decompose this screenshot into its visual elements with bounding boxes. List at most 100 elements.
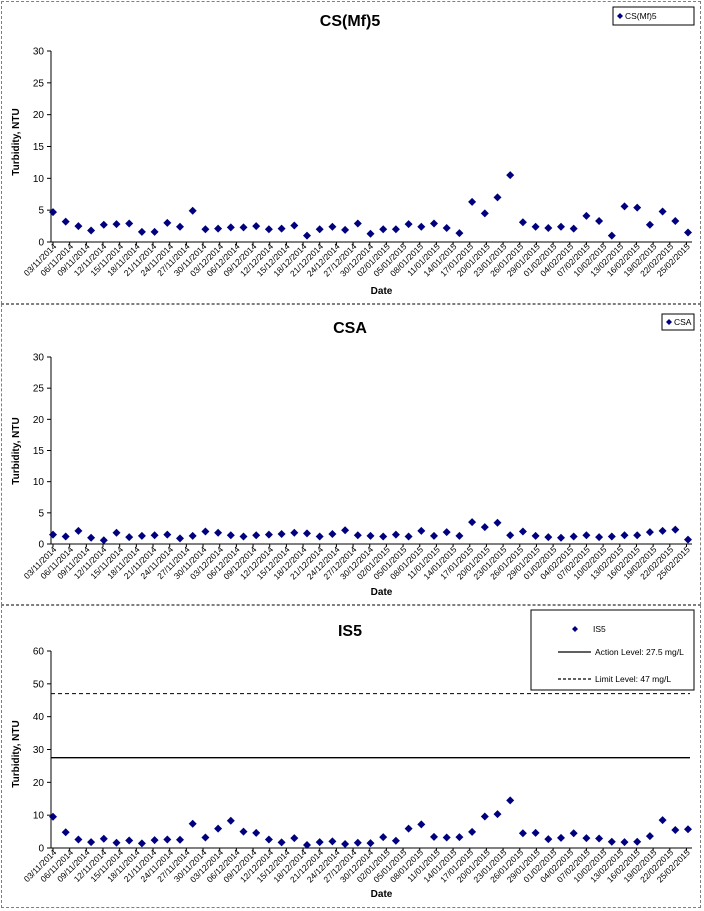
data-point bbox=[239, 532, 248, 541]
data-point bbox=[87, 838, 96, 847]
legend-label: Limit Level: 47 mg/L bbox=[595, 674, 671, 684]
chart-panel-csa: CSA 0 5 10 15 20 25 30 Turbidity, NTU 03/11/2014 0… bbox=[1, 304, 701, 605]
data-point bbox=[633, 837, 642, 846]
y-tick-label: 25 bbox=[33, 78, 45, 89]
data-point bbox=[137, 531, 146, 540]
data-point bbox=[480, 209, 489, 218]
data-point bbox=[315, 838, 324, 847]
y-tick-label: 40 bbox=[33, 712, 45, 723]
data-point bbox=[290, 221, 299, 230]
data-point bbox=[544, 533, 553, 542]
y-tick-label: 0 bbox=[38, 844, 44, 855]
data-point bbox=[633, 203, 642, 212]
data-point bbox=[569, 829, 578, 838]
data-point bbox=[506, 171, 515, 180]
data-point bbox=[188, 206, 197, 215]
x-axis-label: Date bbox=[371, 587, 393, 598]
y-tick-label: 60 bbox=[33, 647, 45, 658]
data-point bbox=[315, 225, 324, 234]
data-point bbox=[569, 532, 578, 541]
chart-title: CS(Mf)5 bbox=[320, 13, 381, 30]
data-point bbox=[607, 837, 616, 846]
y-axis-label: Turbidity, NTU bbox=[11, 720, 22, 787]
data-point bbox=[493, 518, 502, 527]
data-point bbox=[150, 836, 159, 845]
data-point bbox=[531, 531, 540, 540]
data-point bbox=[493, 810, 502, 819]
data-point bbox=[125, 533, 134, 542]
legend-label: CS(Mf)5 bbox=[625, 11, 657, 21]
data-point bbox=[341, 225, 350, 234]
data-point bbox=[99, 834, 108, 843]
y-tick-label: 20 bbox=[33, 415, 45, 426]
data-point bbox=[341, 526, 350, 535]
data-point bbox=[417, 222, 426, 231]
legend-box bbox=[612, 6, 695, 26]
data-point bbox=[430, 832, 438, 841]
data-point bbox=[239, 827, 248, 836]
data-point bbox=[544, 835, 553, 844]
data-point bbox=[87, 226, 96, 235]
data-point bbox=[582, 834, 591, 843]
data-point bbox=[569, 224, 578, 233]
data-point bbox=[303, 841, 311, 850]
legend-marker-icon bbox=[572, 626, 578, 632]
data-point bbox=[315, 532, 324, 541]
data-point bbox=[366, 839, 375, 848]
data-point bbox=[61, 217, 70, 226]
data-point bbox=[455, 833, 464, 842]
data-point bbox=[137, 227, 146, 236]
data-point bbox=[671, 216, 680, 225]
data-point bbox=[328, 837, 337, 846]
data-point bbox=[607, 532, 616, 541]
data-point bbox=[74, 222, 83, 231]
data-point bbox=[61, 532, 70, 541]
data-point bbox=[417, 526, 426, 535]
data-point bbox=[480, 812, 489, 821]
data-point bbox=[455, 531, 464, 540]
chart-panel-cs-mf5: CS(Mf)5 0 5 10 15 20 25 30 Turbidity, NTU 03/11/2… bbox=[1, 1, 701, 304]
data-point bbox=[277, 838, 286, 847]
data-point bbox=[188, 819, 197, 828]
data-point bbox=[468, 518, 477, 527]
data-point bbox=[379, 532, 388, 541]
legend-box bbox=[661, 313, 695, 331]
data-point bbox=[595, 533, 604, 542]
data-point bbox=[150, 531, 159, 540]
data-point bbox=[201, 833, 210, 842]
data-point bbox=[417, 820, 426, 829]
data-point bbox=[582, 531, 591, 540]
data-point bbox=[239, 223, 248, 232]
data-point bbox=[112, 838, 121, 847]
data-point bbox=[74, 526, 83, 535]
data-point bbox=[163, 835, 172, 844]
data-point bbox=[595, 834, 604, 843]
data-point bbox=[658, 526, 667, 535]
data-point bbox=[214, 824, 223, 833]
data-point bbox=[442, 833, 451, 842]
data-point bbox=[379, 833, 388, 842]
x-axis-label: Date bbox=[371, 889, 393, 900]
data-point bbox=[252, 828, 261, 837]
y-tick-label: 25 bbox=[33, 384, 45, 395]
chart-title: CSA bbox=[333, 320, 367, 337]
data-point bbox=[645, 528, 654, 537]
data-point bbox=[671, 825, 680, 834]
data-point bbox=[49, 208, 57, 217]
y-tick-label: 5 bbox=[38, 206, 44, 217]
y-tick-label: 0 bbox=[38, 540, 44, 551]
data-point bbox=[61, 828, 70, 837]
data-point bbox=[684, 228, 692, 237]
data-point bbox=[391, 225, 400, 234]
data-point bbox=[557, 833, 565, 842]
data-point bbox=[430, 219, 438, 228]
y-axis-label: Turbidity, NTU bbox=[11, 108, 22, 175]
y-tick-label: 10 bbox=[33, 477, 45, 488]
data-point bbox=[252, 222, 261, 231]
data-point bbox=[518, 829, 527, 838]
data-point bbox=[518, 527, 527, 536]
data-point bbox=[353, 219, 362, 228]
data-point bbox=[455, 229, 464, 238]
y-tick-label: 0 bbox=[38, 238, 44, 249]
